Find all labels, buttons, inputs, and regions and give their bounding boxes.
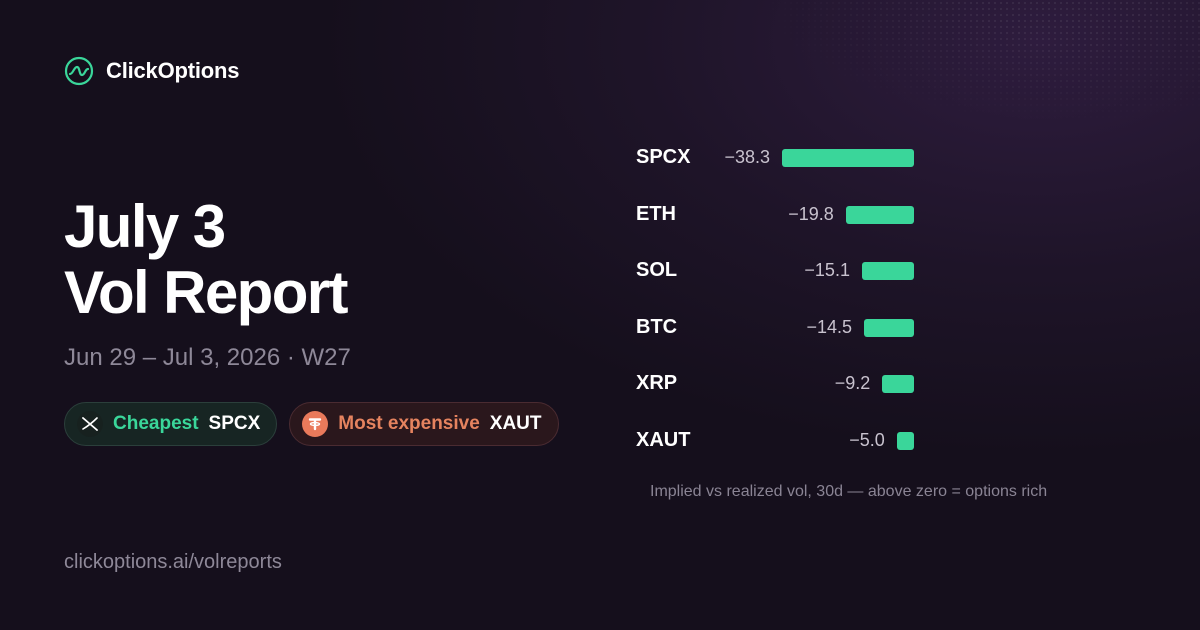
bar-row-xrp: XRP −9.2 (636, 368, 1156, 398)
bar-row-btc: BTC −14.5 (636, 312, 1156, 342)
bar-row-eth: ETH −19.8 (636, 199, 1156, 229)
brand-name: ClickOptions (106, 58, 240, 83)
most-expensive-badge[interactable]: Most expensive XAUT (289, 402, 559, 446)
footer-url-link[interactable]: clickoptions.ai/volreports (64, 551, 282, 573)
date-range-subtitle: Jun 29 – Jul 3, 2026 · W27 (64, 344, 351, 371)
chart-caption: Implied vs realized vol, 30d — above zer… (650, 483, 1048, 500)
cheapest-badge[interactable]: Cheapest SPCX (64, 402, 278, 446)
bar-row-spcx: SPCX −38.3 (636, 142, 1156, 172)
bar-value-label: −9.2 (834, 373, 871, 393)
bar-category-label: BTC (636, 315, 678, 338)
title-line-1: July 3 (64, 193, 226, 260)
cheapest-label: Cheapest (113, 413, 199, 434)
title-line-2: Vol Report (64, 259, 348, 326)
bar-category-label: XAUT (636, 428, 691, 451)
bar-mark (864, 318, 914, 337)
vol-bar-chart: SPCX −38.3 ETH −19.8 SOL −15.1 BTC −14.5 XRP −9.2… (636, 130, 1156, 460)
bar-category-label: SPCX (636, 146, 691, 168)
bar-value-label: −5.0 (849, 429, 885, 450)
bar-row-xaut: XAUT −5.0 (636, 425, 1156, 455)
x-logo-icon (77, 411, 103, 437)
wave-circle-icon (64, 56, 94, 86)
badges: Cheapest SPCX Most expensive XAUT (64, 402, 559, 446)
bar-mark (896, 431, 914, 450)
tether-gold-icon (302, 411, 329, 437)
bar-category-label: ETH (636, 202, 676, 225)
bar-mark (782, 149, 914, 167)
bar-value-label: −19.8 (788, 203, 834, 224)
bar-category-label: SOL (636, 259, 678, 281)
bar-mark (845, 205, 914, 224)
bar-value-label: −38.3 (724, 147, 770, 167)
cheapest-ticker: SPCX (208, 413, 261, 434)
most-expensive-ticker: XAUT (489, 413, 542, 434)
page-title: July 3 Vol Report (64, 193, 348, 326)
brand[interactable]: ClickOptions (64, 56, 239, 86)
most-expensive-label: Most expensive (338, 413, 480, 434)
bar-value-label: −15.1 (804, 260, 850, 280)
dot-pattern-decoration (770, 0, 1200, 120)
bar-mark (861, 262, 914, 280)
bar-row-sol: SOL −15.1 (636, 255, 1156, 285)
bar-mark (882, 375, 914, 393)
bar-category-label: XRP (636, 372, 678, 394)
bar-value-label: −14.5 (806, 316, 853, 337)
